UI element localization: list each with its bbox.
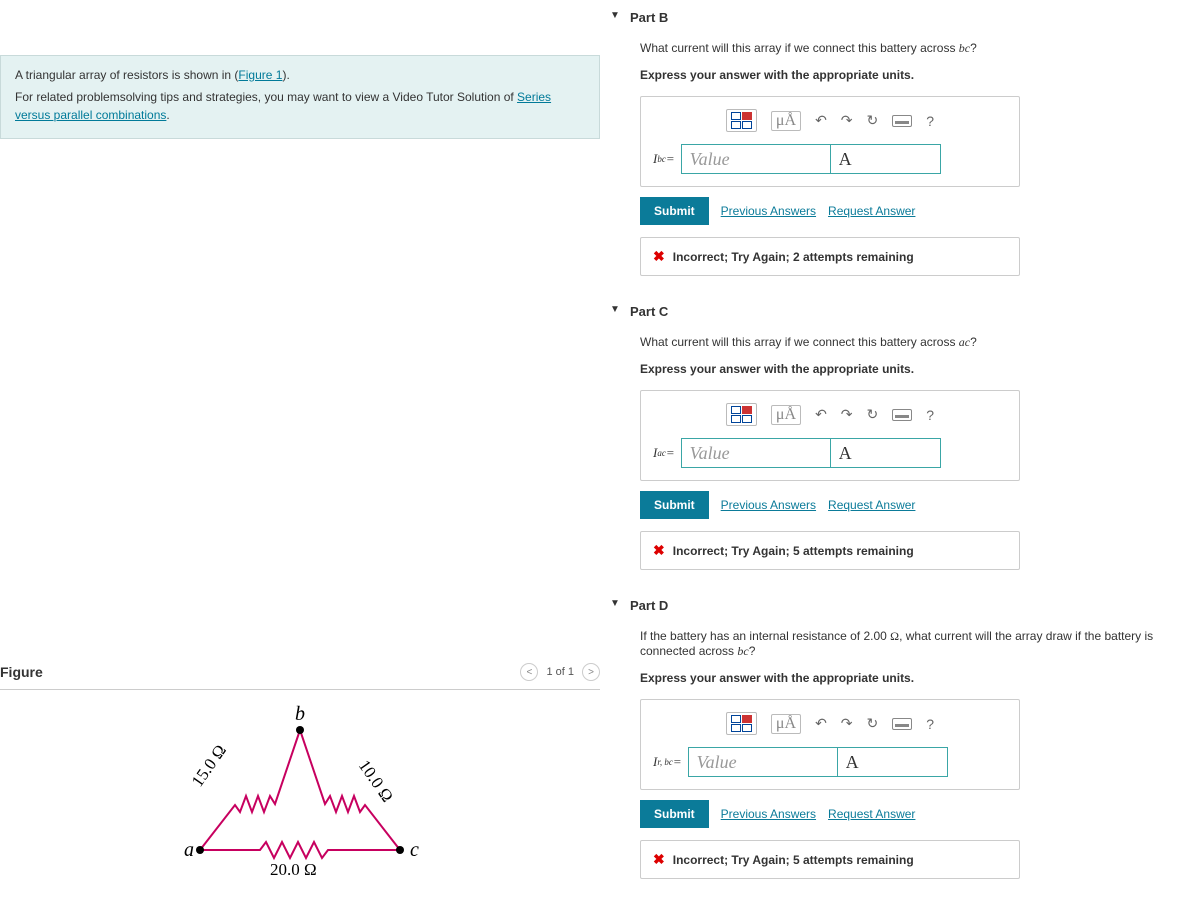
part-c-instruction: Express your answer with the appropriate…	[640, 362, 1190, 376]
answer-toolbar: μÅ ↶ ↷ ↻ ?	[653, 109, 1007, 132]
keyboard-icon[interactable]	[892, 115, 912, 127]
node-a-label: a	[184, 839, 194, 861]
part-b-value-input[interactable]	[681, 144, 831, 174]
undo-icon[interactable]: ↶	[815, 112, 827, 129]
pager-label: 1 of 1	[546, 666, 574, 678]
part-b: Part B What current will this array if w…	[610, 0, 1190, 276]
incorrect-icon: ✖	[653, 542, 665, 559]
templates-icon[interactable]	[726, 403, 757, 426]
answer-toolbar: μÅ ↶ ↷ ↻ ?	[653, 403, 1007, 426]
part-d: Part D If the battery has an internal re…	[610, 588, 1190, 879]
part-b-answer-panel: μÅ ↶ ↷ ↻ ? Ibc =	[640, 96, 1020, 187]
node-b-label: b	[295, 703, 305, 725]
pager-prev-button[interactable]: <	[520, 663, 538, 681]
part-d-feedback: ✖ Incorrect; Try Again; 5 attempts remai…	[640, 840, 1020, 879]
part-c-submit-button[interactable]: Submit	[640, 491, 709, 519]
redo-icon[interactable]: ↷	[841, 406, 853, 423]
part-b-answer-row: Ibc =	[653, 144, 1007, 174]
units-icon[interactable]: μÅ	[771, 111, 801, 131]
intro-box: A triangular array of resistors is shown…	[0, 55, 600, 139]
part-d-header[interactable]: Part D	[610, 588, 1190, 623]
figure-header: Figure < 1 of 1 >	[0, 659, 600, 685]
part-d-instruction: Express your answer with the appropriate…	[640, 671, 1190, 685]
redo-icon[interactable]: ↷	[841, 715, 853, 732]
reset-icon[interactable]: ↻	[867, 715, 879, 732]
intro-text: A triangular array of resistors is shown…	[15, 68, 238, 82]
part-b-previous-answers[interactable]: Previous Answers	[721, 204, 816, 218]
intro-text: .	[166, 108, 169, 122]
part-c-feedback-text: Incorrect; Try Again; 5 attempts remaini…	[673, 544, 914, 558]
part-d-value-input[interactable]	[688, 747, 838, 777]
redo-icon[interactable]: ↷	[841, 112, 853, 129]
part-c-actions: Submit Previous Answers Request Answer	[640, 491, 1190, 519]
part-c-var-label: Iac =	[653, 438, 681, 468]
figure-pager: < 1 of 1 >	[520, 663, 600, 681]
incorrect-icon: ✖	[653, 851, 665, 868]
part-b-actions: Submit Previous Answers Request Answer	[640, 197, 1190, 225]
part-d-actions: Submit Previous Answers Request Answer	[640, 800, 1190, 828]
templates-icon[interactable]	[726, 712, 757, 735]
templates-icon[interactable]	[726, 109, 757, 132]
answer-toolbar: μÅ ↶ ↷ ↻ ?	[653, 712, 1007, 735]
units-icon[interactable]: μÅ	[771, 714, 801, 734]
part-c-previous-answers[interactable]: Previous Answers	[721, 498, 816, 512]
part-b-instruction: Express your answer with the appropriate…	[640, 68, 1190, 82]
right-column: Part B What current will this array if w…	[600, 0, 1200, 907]
part-b-unit-input[interactable]	[831, 144, 941, 174]
keyboard-icon[interactable]	[892, 409, 912, 421]
part-d-var-label: Ir, bc =	[653, 747, 688, 777]
undo-icon[interactable]: ↶	[815, 406, 827, 423]
part-c-question: What current will this array if we conne…	[640, 335, 1190, 350]
part-c-header[interactable]: Part C	[610, 294, 1190, 329]
left-column: A triangular array of resistors is shown…	[0, 0, 600, 907]
r-ac-label: 20.0 Ω	[270, 860, 317, 879]
part-b-header[interactable]: Part B	[610, 0, 1190, 35]
r-bc-label: 10.0 Ω	[355, 756, 397, 805]
part-d-unit-input[interactable]	[838, 747, 948, 777]
part-b-feedback: ✖ Incorrect; Try Again; 2 attempts remai…	[640, 237, 1020, 276]
part-c-unit-input[interactable]	[831, 438, 941, 468]
figure-link[interactable]: Figure 1	[238, 68, 282, 82]
help-icon[interactable]: ?	[926, 113, 934, 129]
part-c-answer-row: Iac =	[653, 438, 1007, 468]
reset-icon[interactable]: ↻	[867, 112, 879, 129]
keyboard-icon[interactable]	[892, 718, 912, 730]
figure-title: Figure	[0, 664, 520, 680]
help-icon[interactable]: ?	[926, 407, 934, 423]
reset-icon[interactable]: ↻	[867, 406, 879, 423]
triangle-circuit: a b c 15.0 Ω 10.0 Ω 20.0 Ω	[140, 700, 460, 880]
help-icon[interactable]: ?	[926, 716, 934, 732]
figure-canvas: a b c 15.0 Ω 10.0 Ω 20.0 Ω	[0, 700, 600, 880]
part-c: Part C What current will this array if w…	[610, 294, 1190, 570]
pager-next-button[interactable]: >	[582, 663, 600, 681]
figure-rule	[0, 689, 600, 690]
part-c-answer-panel: μÅ ↶ ↷ ↻ ? Iac =	[640, 390, 1020, 481]
part-d-question: If the battery has an internal resistanc…	[640, 629, 1190, 659]
incorrect-icon: ✖	[653, 248, 665, 265]
part-b-submit-button[interactable]: Submit	[640, 197, 709, 225]
part-d-previous-answers[interactable]: Previous Answers	[721, 807, 816, 821]
part-b-request-answer[interactable]: Request Answer	[828, 204, 915, 218]
intro-text: ).	[282, 68, 289, 82]
part-d-submit-button[interactable]: Submit	[640, 800, 709, 828]
r-ab-label: 15.0 Ω	[188, 741, 230, 790]
part-b-feedback-text: Incorrect; Try Again; 2 attempts remaini…	[673, 250, 914, 264]
intro-line-2: For related problemsolving tips and stra…	[15, 88, 585, 124]
intro-line-1: A triangular array of resistors is shown…	[15, 66, 585, 84]
part-c-request-answer[interactable]: Request Answer	[828, 498, 915, 512]
part-b-var-label: Ibc =	[653, 144, 681, 174]
part-d-request-answer[interactable]: Request Answer	[828, 807, 915, 821]
part-d-feedback-text: Incorrect; Try Again; 5 attempts remaini…	[673, 853, 914, 867]
part-d-answer-row: Ir, bc =	[653, 747, 1007, 777]
intro-text: For related problemsolving tips and stra…	[15, 90, 517, 104]
node-c-label: c	[410, 839, 419, 861]
undo-icon[interactable]: ↶	[815, 715, 827, 732]
part-b-question: What current will this array if we conne…	[640, 41, 1190, 56]
part-c-feedback: ✖ Incorrect; Try Again; 5 attempts remai…	[640, 531, 1020, 570]
units-icon[interactable]: μÅ	[771, 405, 801, 425]
part-c-value-input[interactable]	[681, 438, 831, 468]
part-d-answer-panel: μÅ ↶ ↷ ↻ ? Ir, bc =	[640, 699, 1020, 790]
